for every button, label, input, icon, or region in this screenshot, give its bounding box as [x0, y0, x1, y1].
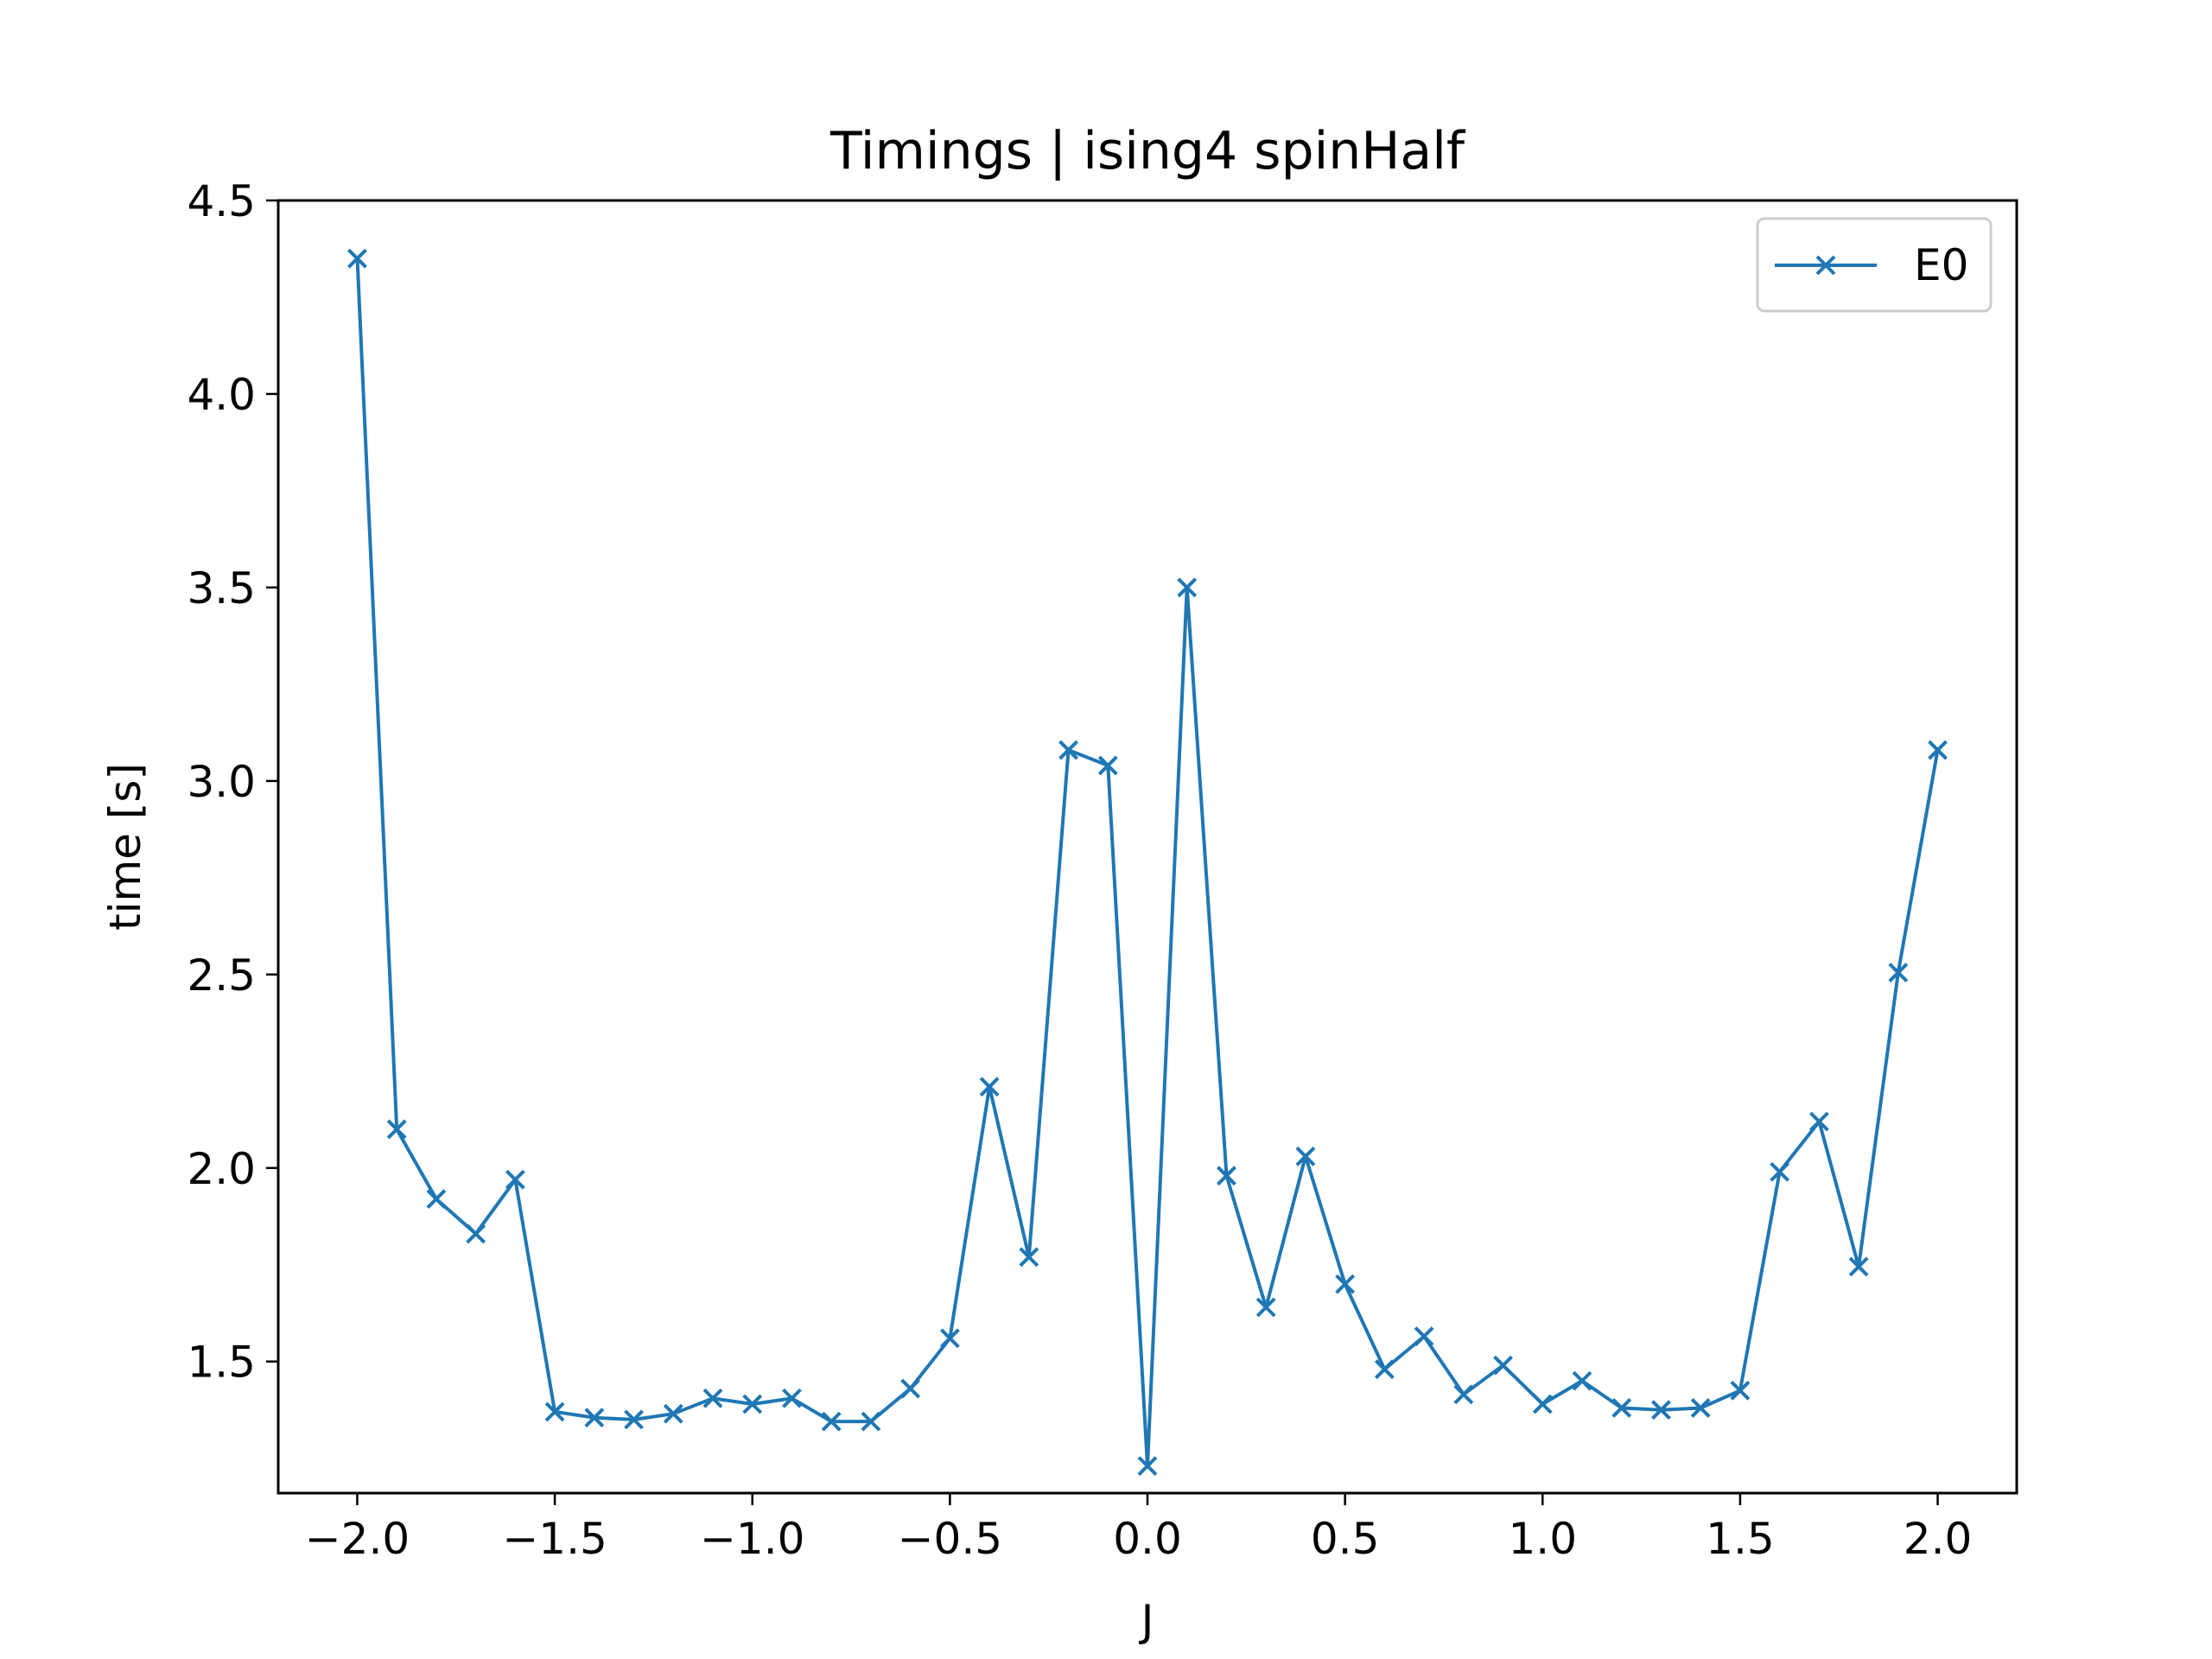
data-point-marker [1335, 1274, 1356, 1294]
data-point-marker [1690, 1398, 1711, 1418]
x-tick-label: 1.5 [1706, 1514, 1775, 1564]
data-point-marker [624, 1409, 644, 1430]
data-point-marker [1572, 1370, 1592, 1391]
x-tick-label: −2.0 [305, 1514, 410, 1564]
x-tick-label: −0.5 [898, 1514, 1002, 1564]
x-tick-label: 2.0 [1904, 1514, 1973, 1564]
data-point-marker [1137, 1456, 1158, 1477]
x-tick-label: 0.0 [1113, 1514, 1182, 1564]
data-point-marker [742, 1394, 763, 1414]
data-point-marker [544, 1402, 565, 1422]
data-point-marker [1651, 1400, 1671, 1421]
data-point-marker [1848, 1256, 1869, 1277]
data-point-marker [1770, 1161, 1790, 1182]
x-tick-label: 0.5 [1311, 1514, 1380, 1564]
data-point-marker [702, 1388, 723, 1408]
legend-series-label: E0 [1914, 240, 1968, 290]
x-axis: −2.0 −1.5 −1.0 −0.5 0.0 0.5 1.0 1.5 2.0 [305, 1493, 1973, 1564]
legend-series-marker [1815, 255, 1836, 276]
y-tick-label: 2.0 [187, 1144, 256, 1194]
y-tick-label: 4.5 [187, 176, 256, 226]
data-point-marker [1255, 1297, 1276, 1318]
data-point-marker [1058, 740, 1078, 760]
plot-area [347, 248, 1948, 1477]
data-point-marker [1808, 1111, 1829, 1132]
data-point-marker [1374, 1359, 1395, 1380]
data-point-marker [663, 1403, 683, 1424]
y-axis-label: time [s] [100, 763, 150, 931]
data-point-marker [1177, 577, 1198, 598]
y-tick-label: 4.0 [187, 370, 256, 420]
x-axis-label: J [1139, 1596, 1154, 1646]
data-point-marker [466, 1224, 486, 1244]
y-tick-label: 1.5 [187, 1338, 256, 1388]
data-point-marker [1888, 963, 1909, 982]
y-axis: 1.5 2.0 2.5 3.0 3.5 4.0 4.5 [187, 176, 278, 1388]
data-point-marker [505, 1169, 525, 1190]
data-point-marker [821, 1411, 842, 1432]
data-point-marker [1453, 1384, 1474, 1405]
data-point-marker [782, 1388, 802, 1408]
data-point-marker [1532, 1394, 1553, 1414]
x-tick-label: −1.0 [700, 1514, 804, 1564]
data-point-marker [861, 1411, 881, 1432]
data-point-marker [1295, 1146, 1316, 1166]
data-point-marker [1611, 1398, 1632, 1418]
chart-title: Timings | ising4 spinHalf [830, 121, 1466, 181]
x-tick-label: −1.5 [502, 1514, 607, 1564]
data-point-marker [584, 1408, 605, 1428]
data-point-marker [1097, 755, 1118, 776]
y-tick-label: 3.0 [187, 757, 256, 807]
y-tick-label: 2.5 [187, 950, 256, 1001]
data-point-marker [900, 1378, 921, 1399]
data-point-marker [979, 1077, 1000, 1097]
data-point-marker [1414, 1326, 1434, 1347]
data-point-marker [1217, 1166, 1236, 1186]
legend-marker-cross [1815, 255, 1836, 276]
legend: E0 [1756, 217, 1993, 313]
data-point-marker [1928, 740, 1948, 760]
data-point-marker [426, 1189, 447, 1210]
data-point-marker [1493, 1355, 1513, 1376]
data-point-marker [386, 1119, 407, 1140]
data-point-marker [1730, 1380, 1751, 1401]
y-tick-label: 3.5 [187, 563, 256, 613]
x-tick-label: 1.0 [1509, 1514, 1578, 1564]
data-point-marker [1019, 1247, 1039, 1268]
data-point-marker [939, 1328, 960, 1349]
data-point-marker [347, 248, 367, 269]
